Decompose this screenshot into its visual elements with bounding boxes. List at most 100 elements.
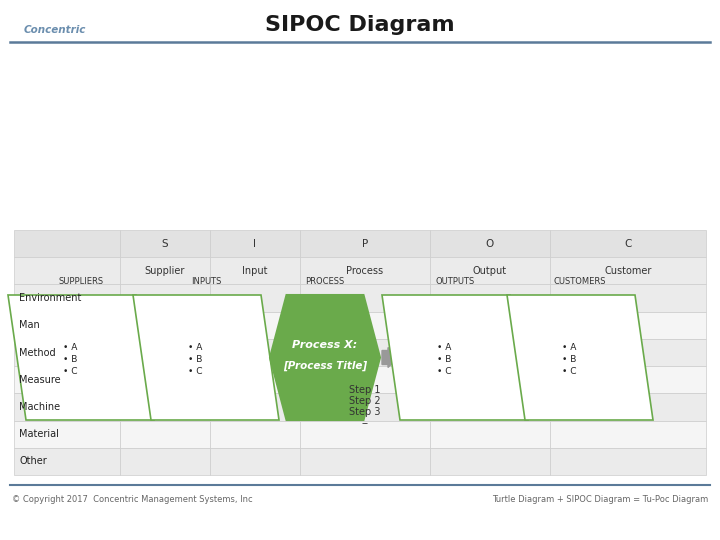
Text: • A: • A xyxy=(562,343,577,352)
Text: Machine: Machine xyxy=(19,402,60,412)
Bar xyxy=(550,285,706,312)
Bar xyxy=(210,366,300,393)
Bar xyxy=(14,285,120,312)
Bar xyxy=(14,339,120,366)
Polygon shape xyxy=(8,295,154,420)
Text: P: P xyxy=(362,239,368,248)
Text: INPUTS: INPUTS xyxy=(191,277,221,286)
FancyArrow shape xyxy=(382,348,398,368)
Bar xyxy=(550,393,706,421)
Text: Environment: Environment xyxy=(19,293,81,303)
Bar xyxy=(300,448,430,475)
Bar xyxy=(120,448,210,475)
Bar xyxy=(14,366,120,393)
Text: © Copyright 2017  Concentric Management Systems, Inc: © Copyright 2017 Concentric Management S… xyxy=(12,496,253,504)
Bar xyxy=(210,230,300,257)
Bar xyxy=(210,285,300,312)
Bar xyxy=(430,285,550,312)
Text: • B: • B xyxy=(63,355,77,364)
Bar xyxy=(430,421,550,448)
Text: S: S xyxy=(162,239,168,248)
Bar xyxy=(120,230,210,257)
Bar xyxy=(210,393,300,421)
Bar xyxy=(14,448,120,475)
Text: I: I xyxy=(253,239,256,248)
Bar xyxy=(210,421,300,448)
Text: • A: • A xyxy=(437,343,451,352)
Bar xyxy=(430,366,550,393)
Text: Step 3: Step 3 xyxy=(349,408,381,417)
Bar xyxy=(550,421,706,448)
Text: Other: Other xyxy=(19,456,47,467)
Text: O: O xyxy=(486,239,494,248)
Text: • C: • C xyxy=(188,367,202,376)
Bar xyxy=(550,339,706,366)
Text: Concentric: Concentric xyxy=(24,25,86,35)
Bar xyxy=(430,393,550,421)
Text: • A: • A xyxy=(63,343,77,352)
Bar xyxy=(14,393,120,421)
Bar xyxy=(430,339,550,366)
Text: Process X:: Process X: xyxy=(292,341,358,350)
Bar xyxy=(300,393,430,421)
Text: [Process Title]: [Process Title] xyxy=(283,360,367,370)
Bar xyxy=(300,230,430,257)
Text: • C: • C xyxy=(63,367,78,376)
Text: Supplier: Supplier xyxy=(145,266,185,276)
Text: • B: • B xyxy=(437,355,451,364)
Bar xyxy=(550,230,706,257)
Bar xyxy=(300,366,430,393)
Text: Measure: Measure xyxy=(19,375,60,384)
Bar xyxy=(120,257,210,285)
Bar xyxy=(210,339,300,366)
Text: Man: Man xyxy=(19,320,40,330)
Bar xyxy=(430,257,550,285)
Bar xyxy=(120,421,210,448)
Bar xyxy=(550,312,706,339)
Polygon shape xyxy=(133,295,279,420)
FancyArrow shape xyxy=(505,348,515,368)
Text: Output: Output xyxy=(473,266,507,276)
Text: Input: Input xyxy=(242,266,268,276)
Bar xyxy=(550,366,706,393)
FancyArrow shape xyxy=(131,348,141,368)
Bar xyxy=(14,421,120,448)
Bar xyxy=(14,230,120,257)
Polygon shape xyxy=(507,295,653,420)
Bar xyxy=(210,448,300,475)
Bar xyxy=(430,448,550,475)
Text: Turtle Diagram + SIPOC Diagram = Tu-Poc Diagram: Turtle Diagram + SIPOC Diagram = Tu-Poc … xyxy=(492,496,708,504)
Text: Material: Material xyxy=(19,429,59,439)
Bar xyxy=(14,257,120,285)
Text: • C: • C xyxy=(437,367,451,376)
Text: Process: Process xyxy=(346,266,384,276)
Bar xyxy=(14,312,120,339)
Bar xyxy=(210,257,300,285)
Text: Method: Method xyxy=(19,348,55,357)
Bar xyxy=(300,421,430,448)
Text: SIPOC Diagram: SIPOC Diagram xyxy=(265,15,455,35)
Text: Customer: Customer xyxy=(604,266,652,276)
Bar xyxy=(120,339,210,366)
Text: • B: • B xyxy=(188,355,202,364)
Text: • C: • C xyxy=(562,367,577,376)
Polygon shape xyxy=(382,295,528,420)
Text: SUPPLIERS: SUPPLIERS xyxy=(58,277,104,286)
Bar xyxy=(120,312,210,339)
FancyArrow shape xyxy=(258,348,268,368)
Text: Step 1: Step 1 xyxy=(349,386,381,395)
Bar xyxy=(300,339,430,366)
Text: C: C xyxy=(624,239,631,248)
Polygon shape xyxy=(270,295,380,420)
Bar xyxy=(120,393,210,421)
Text: Step 2: Step 2 xyxy=(349,396,381,407)
Bar xyxy=(120,285,210,312)
Bar xyxy=(430,312,550,339)
Bar xyxy=(300,285,430,312)
Text: CUSTOMERS: CUSTOMERS xyxy=(554,277,606,286)
Text: --: -- xyxy=(361,418,369,428)
Bar xyxy=(430,230,550,257)
Bar xyxy=(300,257,430,285)
Bar xyxy=(300,312,430,339)
Text: • A: • A xyxy=(188,343,202,352)
